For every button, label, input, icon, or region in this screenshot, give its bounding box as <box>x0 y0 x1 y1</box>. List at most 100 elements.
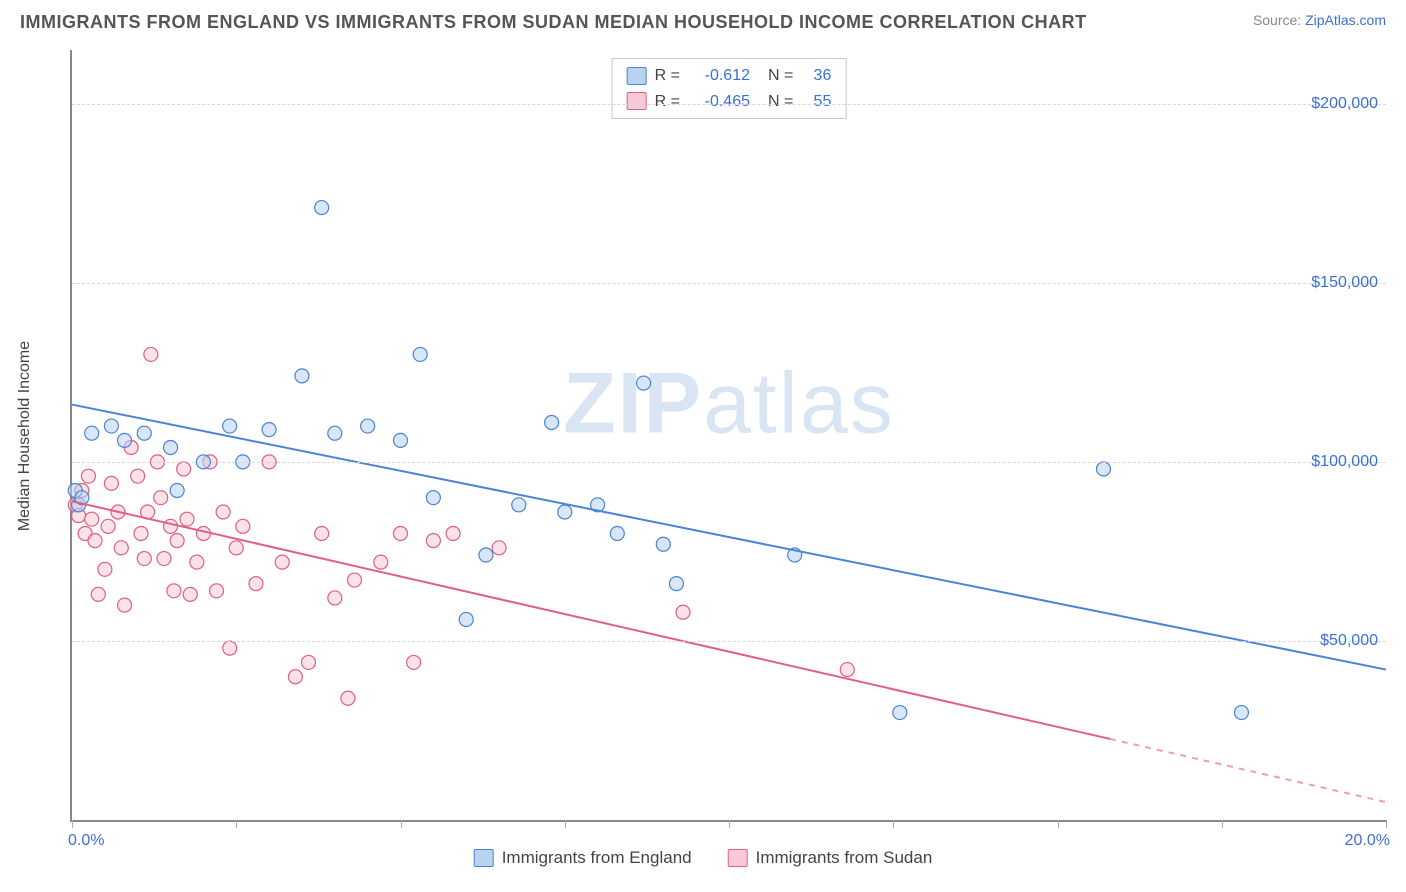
regression-line-series1 <box>72 405 1386 670</box>
scatter-point-series1 <box>394 433 408 447</box>
scatter-point-series2 <box>341 691 355 705</box>
x-tick <box>401 820 402 828</box>
x-tick <box>1058 820 1059 828</box>
scatter-point-series1 <box>262 423 276 437</box>
legend-label: Immigrants from England <box>502 848 692 868</box>
x-label-right: 20.0% <box>1345 832 1390 850</box>
scatter-point-series1 <box>137 426 151 440</box>
scatter-point-series2 <box>840 663 854 677</box>
scatter-point-series2 <box>236 519 250 533</box>
scatter-point-series2 <box>134 526 148 540</box>
gridline-h <box>72 104 1386 105</box>
scatter-point-series2 <box>394 526 408 540</box>
regression-line-series2-dashed <box>1110 739 1386 802</box>
scatter-point-series2 <box>98 562 112 576</box>
y-tick-label: $150,000 <box>1311 274 1378 292</box>
scatter-point-series2 <box>101 519 115 533</box>
scatter-point-series2 <box>288 670 302 684</box>
x-tick <box>236 820 237 828</box>
scatter-point-series2 <box>167 584 181 598</box>
scatter-point-series2 <box>114 541 128 555</box>
scatter-point-series2 <box>144 347 158 361</box>
scatter-point-series2 <box>91 587 105 601</box>
scatter-point-series1 <box>170 484 184 498</box>
scatter-point-series2 <box>118 598 132 612</box>
y-tick-label: $50,000 <box>1320 632 1378 650</box>
gridline-h <box>72 641 1386 642</box>
scatter-point-series2 <box>81 469 95 483</box>
scatter-point-series2 <box>183 587 197 601</box>
scatter-point-series1 <box>328 426 342 440</box>
bottom-legend: Immigrants from England Immigrants from S… <box>474 848 933 868</box>
scatter-point-series1 <box>637 376 651 390</box>
scatter-point-series2 <box>196 526 210 540</box>
scatter-point-series2 <box>492 541 506 555</box>
bottom-legend-item: Immigrants from England <box>474 848 692 868</box>
scatter-point-series1 <box>295 369 309 383</box>
chart-title: IMMIGRANTS FROM ENGLAND VS IMMIGRANTS FR… <box>20 12 1087 33</box>
scatter-point-series2 <box>177 462 191 476</box>
scatter-point-series1 <box>459 612 473 626</box>
scatter-point-series2 <box>131 469 145 483</box>
scatter-point-series1 <box>656 537 670 551</box>
scatter-point-series1 <box>669 577 683 591</box>
scatter-point-series2 <box>190 555 204 569</box>
scatter-point-series1 <box>118 433 132 447</box>
scatter-point-series1 <box>361 419 375 433</box>
plot-area: ZIPatlas R =-0.612N =36R =-0.465N =55 $5… <box>70 50 1386 822</box>
scatter-point-series2 <box>426 534 440 548</box>
legend-label: Immigrants from Sudan <box>756 848 933 868</box>
scatter-point-series2 <box>154 491 168 505</box>
bottom-legend-item: Immigrants from Sudan <box>728 848 933 868</box>
scatter-point-series2 <box>302 655 316 669</box>
scatter-point-series2 <box>315 526 329 540</box>
scatter-point-series2 <box>157 552 171 566</box>
scatter-point-series1 <box>413 347 427 361</box>
chart-container: IMMIGRANTS FROM ENGLAND VS IMMIGRANTS FR… <box>0 0 1406 892</box>
scatter-point-series1 <box>164 441 178 455</box>
plot-area-wrap: Median Household Income ZIPatlas R =-0.6… <box>50 50 1386 822</box>
y-tick-label: $200,000 <box>1311 95 1378 113</box>
scatter-point-series2 <box>137 552 151 566</box>
x-tick <box>565 820 566 828</box>
scatter-point-series2 <box>229 541 243 555</box>
scatter-point-series2 <box>180 512 194 526</box>
scatter-point-series2 <box>249 577 263 591</box>
scatter-point-series1 <box>512 498 526 512</box>
scatter-point-series2 <box>446 526 460 540</box>
legend-swatch <box>474 849 494 867</box>
scatter-point-series1 <box>610 526 624 540</box>
x-tick <box>72 820 73 828</box>
scatter-point-series1 <box>426 491 440 505</box>
regression-line-series2 <box>72 501 1110 739</box>
scatter-point-series1 <box>545 415 559 429</box>
chart-svg <box>72 50 1386 820</box>
scatter-point-series2 <box>88 534 102 548</box>
x-tick <box>729 820 730 828</box>
scatter-point-series1 <box>85 426 99 440</box>
scatter-point-series2 <box>104 476 118 490</box>
scatter-point-series2 <box>170 534 184 548</box>
scatter-point-series2 <box>85 512 99 526</box>
scatter-point-series1 <box>893 706 907 720</box>
legend-swatch <box>728 849 748 867</box>
scatter-point-series1 <box>104 419 118 433</box>
x-tick <box>1222 820 1223 828</box>
scatter-point-series1 <box>479 548 493 562</box>
scatter-point-series1 <box>1096 462 1110 476</box>
y-axis-label: Median Household Income <box>16 341 34 531</box>
source-link[interactable]: ZipAtlas.com <box>1305 12 1386 28</box>
y-tick-label: $100,000 <box>1311 453 1378 471</box>
gridline-h <box>72 462 1386 463</box>
scatter-point-series1 <box>1234 706 1248 720</box>
scatter-point-series2 <box>164 519 178 533</box>
source-attribution: Source: ZipAtlas.com <box>1253 12 1386 28</box>
header: IMMIGRANTS FROM ENGLAND VS IMMIGRANTS FR… <box>0 0 1406 39</box>
scatter-point-series2 <box>407 655 421 669</box>
x-tick <box>1386 820 1387 828</box>
source-label: Source: <box>1253 12 1301 28</box>
scatter-point-series2 <box>676 605 690 619</box>
scatter-point-series1 <box>223 419 237 433</box>
scatter-point-series2 <box>223 641 237 655</box>
scatter-point-series1 <box>315 201 329 215</box>
